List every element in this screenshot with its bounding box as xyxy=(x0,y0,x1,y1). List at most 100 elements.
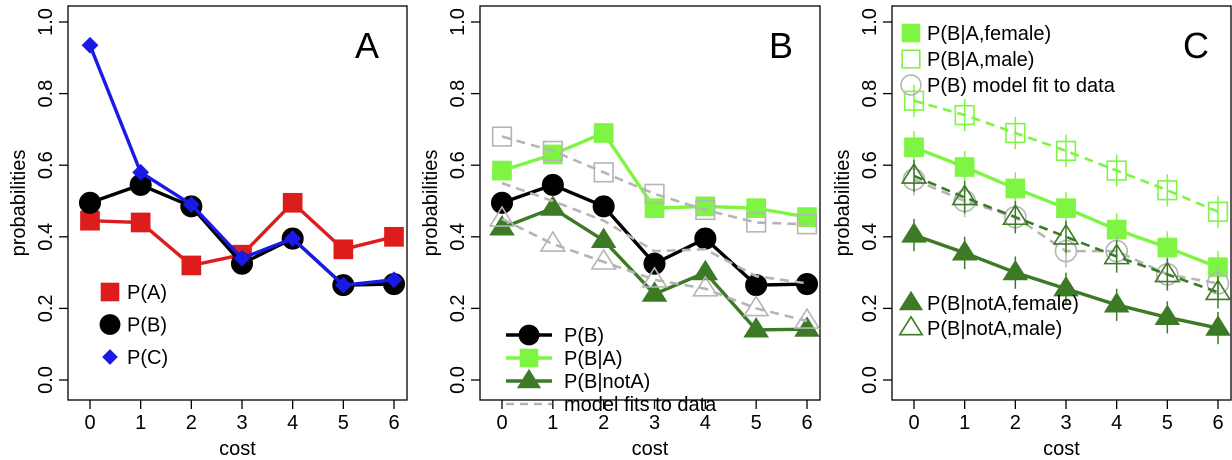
data-point xyxy=(490,191,514,214)
data-point xyxy=(1205,315,1231,336)
y-tick-label: 0.4 xyxy=(859,223,881,251)
plot-frame xyxy=(479,5,821,401)
data-point xyxy=(593,162,614,183)
data-point xyxy=(900,162,928,184)
y-tick-label: 0.0 xyxy=(447,366,469,394)
legend-marker xyxy=(898,290,924,311)
x-tick-label: 6 xyxy=(1212,412,1223,434)
data-point xyxy=(592,195,615,218)
legend: P(B)P(B|A)P(B|notA)model fits to data xyxy=(506,324,717,416)
plot-frame xyxy=(67,5,408,401)
data-point xyxy=(1157,237,1178,258)
y-tick-label: 0.8 xyxy=(859,80,881,108)
series-1 xyxy=(903,84,1229,228)
x-tick-label: 6 xyxy=(801,412,812,434)
data-point xyxy=(951,240,978,261)
x-tick-label: 2 xyxy=(1010,412,1021,434)
data-point xyxy=(1052,223,1080,245)
data-point xyxy=(491,126,513,147)
panel-b: 0 1 2 3 4 5 6 0.0 0.2 0.4 0.6 0.8 1.0 cost probabiliti… xyxy=(420,5,821,460)
data-point xyxy=(641,281,668,302)
y-tick-label: 0.8 xyxy=(35,80,57,108)
data-point xyxy=(78,191,102,214)
data-point xyxy=(81,36,99,54)
y-tick-label: 0.0 xyxy=(35,366,57,394)
series-2 xyxy=(81,36,403,294)
y-tick-label: 0.6 xyxy=(447,151,469,179)
legend-label: P(B|notA) xyxy=(564,371,650,393)
data-point xyxy=(385,271,403,289)
data-point xyxy=(488,205,516,227)
panel-c: 0 1 2 3 4 5 6 0.0 0.2 0.4 0.6 0.8 1.0 cost probabiliti… xyxy=(832,5,1232,460)
series-3 xyxy=(901,218,1231,345)
x-tick-label: 3 xyxy=(1060,412,1071,434)
legend-marker xyxy=(898,315,924,336)
legend-marker xyxy=(99,314,121,335)
data-point xyxy=(1055,140,1077,162)
series-line xyxy=(501,181,808,285)
data-point xyxy=(951,184,979,206)
legend-marker xyxy=(900,74,922,96)
data-point xyxy=(644,198,665,219)
legend: P(B|A,female) P(B|A,male) P(B) model fit t… xyxy=(898,23,1116,340)
data-point xyxy=(333,239,354,260)
data-point xyxy=(284,230,302,247)
data-point xyxy=(954,157,975,177)
legend-marker xyxy=(901,49,921,69)
data-point xyxy=(590,227,617,249)
legend-marker xyxy=(518,324,540,346)
x-tick-label: 5 xyxy=(751,412,762,434)
data-point xyxy=(181,255,202,276)
y-tick-label: 0.4 xyxy=(447,223,469,251)
y-axis-label: probabilities xyxy=(420,150,442,257)
panel-letter: B xyxy=(769,25,793,66)
legend-label: P(B|notA,male) xyxy=(927,318,1062,340)
y-tick-label: 1.0 xyxy=(859,8,881,36)
data-point xyxy=(692,259,719,281)
y-tick-label: 0.6 xyxy=(35,151,57,179)
x-tick-label: 5 xyxy=(338,412,349,434)
data-point xyxy=(80,210,100,231)
series-5 xyxy=(488,205,821,329)
legend-label: P(B|A,male) xyxy=(927,49,1034,71)
legend-label: P(B|A,female) xyxy=(927,23,1051,45)
data-point xyxy=(1056,198,1076,219)
y-tick-label: 0.0 xyxy=(859,366,881,394)
data-point xyxy=(691,275,719,297)
legend-marker xyxy=(102,349,118,365)
x-tick-label: 4 xyxy=(700,412,711,434)
data-point xyxy=(1106,160,1127,181)
y-tick-label: 0.2 xyxy=(859,294,881,322)
data-point xyxy=(542,140,563,162)
legend-marker xyxy=(901,23,921,43)
legend-label: P(B) xyxy=(127,315,167,337)
x-tick-label: 2 xyxy=(598,412,609,434)
data-point xyxy=(641,266,668,288)
y-tick-label: 0.8 xyxy=(447,80,469,108)
series-0 xyxy=(490,173,819,297)
data-point xyxy=(1154,304,1181,325)
legend: P(A) P(B) P(C) xyxy=(99,282,168,369)
legend-marker xyxy=(516,368,542,389)
data-point xyxy=(334,276,352,294)
data-point xyxy=(539,230,567,252)
y-tick-label: 0.2 xyxy=(35,294,57,322)
data-point xyxy=(233,249,251,267)
data-point xyxy=(795,273,819,296)
y-axis-label: probabilities xyxy=(8,150,30,257)
series-4 xyxy=(491,126,818,235)
data-point xyxy=(743,317,769,338)
x-tick-label: 2 xyxy=(186,412,197,434)
x-tick-label: 5 xyxy=(1162,412,1173,434)
data-point xyxy=(954,104,975,126)
data-point xyxy=(904,137,924,158)
data-point xyxy=(694,227,717,250)
data-point xyxy=(384,226,404,247)
data-point xyxy=(132,163,150,181)
x-tick-label: 0 xyxy=(84,412,95,434)
legend-label: P(B) model fit to data xyxy=(927,75,1116,97)
data-point xyxy=(593,123,614,143)
x-tick-label: 1 xyxy=(547,412,558,434)
data-point xyxy=(182,196,200,213)
legend-marker xyxy=(519,348,539,368)
